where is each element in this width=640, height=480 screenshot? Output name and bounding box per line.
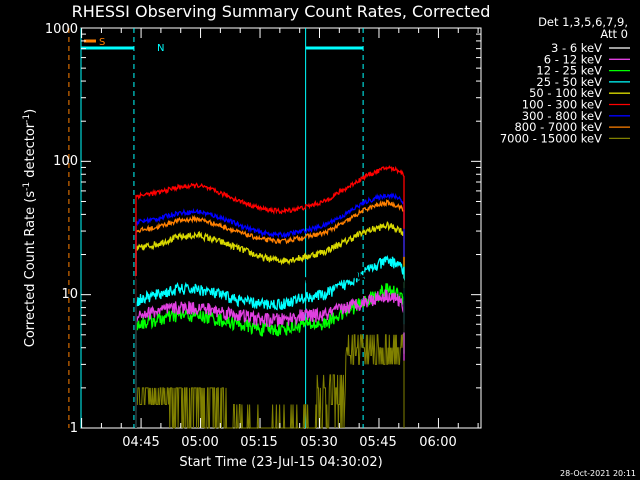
legend-label-6: 300 - 800 keV — [522, 109, 602, 123]
y-tick-label-100: 100 — [53, 154, 78, 169]
series-line-300-800keV — [135, 192, 405, 428]
series-line-7000-15000keV — [135, 334, 405, 429]
y-label-part-3: ) — [23, 109, 38, 114]
series-line-6-12keV — [135, 289, 405, 428]
legend-label-4: 50 - 100 keV — [529, 86, 602, 100]
series-line-800-7000keV — [135, 199, 405, 428]
y-tick-label-1000: 1000 — [45, 22, 78, 37]
y-axis-label: Corrected Count Rate (s-1 detector-1) — [22, 109, 38, 347]
axis-ticks — [81, 27, 481, 429]
series-line-3-6keV — [135, 269, 405, 428]
x-axis-label: Start Time (23-Jul-15 04:30:02) — [179, 455, 382, 470]
legend-label-1: 6 - 12 keV — [544, 52, 602, 66]
x-tick-label-0530: 05:30 — [300, 435, 337, 450]
legend-label-8: 7000 - 15000 keV — [500, 131, 602, 145]
series-line-100-300keV — [135, 164, 405, 428]
y-label-part-1: Corrected Count Rate (s — [23, 191, 38, 348]
y-label-sup-1: -1 — [22, 182, 32, 191]
marker-n-label: N — [157, 43, 164, 54]
x-tick-label-0445: 04:45 — [122, 435, 159, 450]
legend-label-2: 12 - 25 keV — [536, 64, 602, 78]
marker-s-label: S — [99, 37, 105, 48]
chart-title: RHESSI Observing Summary Count Rates, Co… — [72, 2, 491, 21]
x-tick-label-0600: 06:00 — [419, 435, 456, 450]
legend-label-3: 25 - 50 keV — [536, 75, 602, 89]
series-group — [135, 164, 405, 429]
series-line-12-25keV — [135, 283, 405, 428]
y-tick-label-10: 10 — [61, 287, 78, 302]
footer-timestamp: 28-Oct-2021 20:11 — [560, 469, 636, 478]
x-tick-label-0515: 05:15 — [240, 435, 277, 450]
legend-label-0: 3 - 6 keV — [551, 41, 602, 55]
legend-label-5: 100 - 300 keV — [522, 98, 602, 112]
y-label-part-2: detector — [23, 122, 38, 182]
x-tick-label-0545: 05:45 — [359, 435, 396, 450]
legend-header: Det 1,3,5,6,7,9, — [538, 15, 628, 29]
x-tick-label-0500: 05:00 — [181, 435, 218, 450]
legend-header-att: Att 0 — [600, 27, 628, 41]
legend-label-7: 800 - 7000 keV — [514, 120, 602, 134]
series-line-50-100keV — [135, 221, 405, 428]
plot-frame — [80, 27, 482, 429]
guide-lines — [68, 28, 364, 428]
y-label-sup-2: -1 — [22, 114, 32, 123]
y-tick-label-1: 1 — [70, 421, 78, 436]
